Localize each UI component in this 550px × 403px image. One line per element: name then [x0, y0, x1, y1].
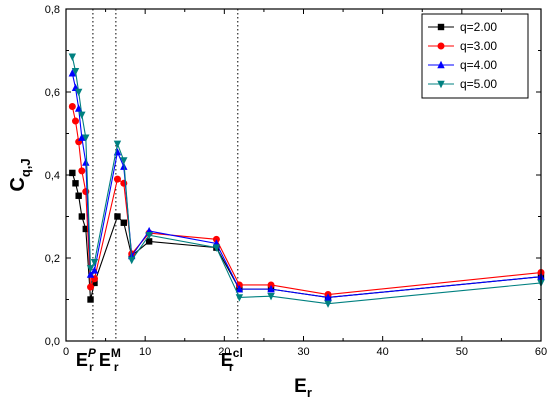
- data-point: [86, 270, 95, 278]
- series-line: [71, 73, 542, 298]
- data-point: [90, 258, 99, 267]
- data-point: [72, 117, 79, 125]
- data-point: [68, 103, 76, 111]
- data-point: [86, 265, 95, 273]
- data-point: [91, 279, 98, 287]
- y-tick-label: 0,8: [45, 4, 60, 16]
- x-tick-label: 50: [456, 346, 468, 358]
- y-tick-label: 0,0: [45, 336, 60, 348]
- legend-item: q=3.00: [428, 39, 497, 53]
- data-point: [113, 140, 122, 149]
- data-point: [267, 292, 275, 301]
- data-point: [235, 294, 244, 302]
- data-point: [68, 69, 77, 77]
- series-line: [71, 56, 542, 305]
- legend-item: q=5.00: [428, 77, 497, 91]
- data-point: [75, 192, 82, 199]
- data-point: [87, 283, 95, 291]
- data-point: [235, 284, 244, 293]
- data-point: [78, 133, 86, 141]
- data-point: [324, 293, 332, 301]
- data-point: [68, 53, 77, 61]
- data-point: [82, 158, 90, 166]
- legend: q=2.00 q=3.00 q=4.00 q=5.00: [421, 13, 529, 99]
- plot-area: [68, 9, 545, 341]
- legend-label: q=5.00: [460, 77, 497, 91]
- x-tick-label: 20: [218, 346, 230, 358]
- data-point: [90, 266, 99, 274]
- x-tick-label: 0: [63, 346, 69, 358]
- legend-item: q=4.00: [428, 58, 497, 72]
- x-tick-label: 30: [297, 346, 309, 358]
- data-point: [145, 238, 153, 245]
- data-point: [145, 231, 153, 240]
- y-axis-title: Cq,J: [7, 158, 33, 191]
- data-point: [87, 296, 94, 303]
- x-axis-title: Er: [294, 376, 312, 400]
- data-point: [74, 88, 83, 97]
- legend-marker: [437, 60, 445, 69]
- y-tick-label: 0,6: [45, 87, 60, 99]
- data-point: [82, 225, 89, 233]
- data-point: [78, 213, 86, 220]
- series-2: [68, 103, 545, 299]
- series-line: [71, 172, 542, 300]
- series-1: [69, 169, 545, 303]
- legend-marker: [437, 23, 445, 31]
- legend-label: q=2.00: [460, 20, 497, 34]
- y-tick-label: 0,2: [45, 253, 60, 265]
- reference-line-label: Ecl r: [221, 346, 243, 374]
- reference-line-label: EM r: [99, 346, 121, 374]
- data-point: [78, 111, 86, 120]
- x-tick-label: 60: [535, 346, 547, 358]
- legend-marker: [437, 80, 445, 89]
- data-point: [120, 157, 128, 165]
- data-point: [69, 169, 76, 177]
- data-point: [120, 219, 127, 226]
- series-3: [68, 69, 545, 301]
- legend-marker: [437, 42, 445, 50]
- data-point: [212, 244, 221, 252]
- x-tick-label: 40: [377, 346, 389, 358]
- legend-item: q=2.00: [428, 20, 497, 34]
- data-point: [128, 256, 136, 265]
- data-point: [113, 175, 121, 183]
- data-point: [72, 180, 79, 187]
- x-tick-label: 10: [139, 346, 151, 358]
- data-point: [114, 213, 121, 220]
- data-point: [78, 167, 86, 175]
- reference-line-label: EP r: [76, 346, 97, 374]
- data-point: [267, 284, 275, 293]
- legend-label: q=4.00: [460, 58, 497, 72]
- data-point: [324, 300, 332, 308]
- data-point: [71, 68, 80, 76]
- axes: 0 10 20 30 40 50 60 0,0 0,2 0,4 0,6 0,8 Er Cq,J EP r EM r…: [7, 4, 547, 400]
- series-line: [71, 106, 542, 296]
- legend-label: q=3.00: [460, 39, 497, 53]
- data-point: [82, 134, 90, 142]
- data-point: [74, 104, 83, 112]
- y-tick-label: 0,4: [45, 170, 60, 182]
